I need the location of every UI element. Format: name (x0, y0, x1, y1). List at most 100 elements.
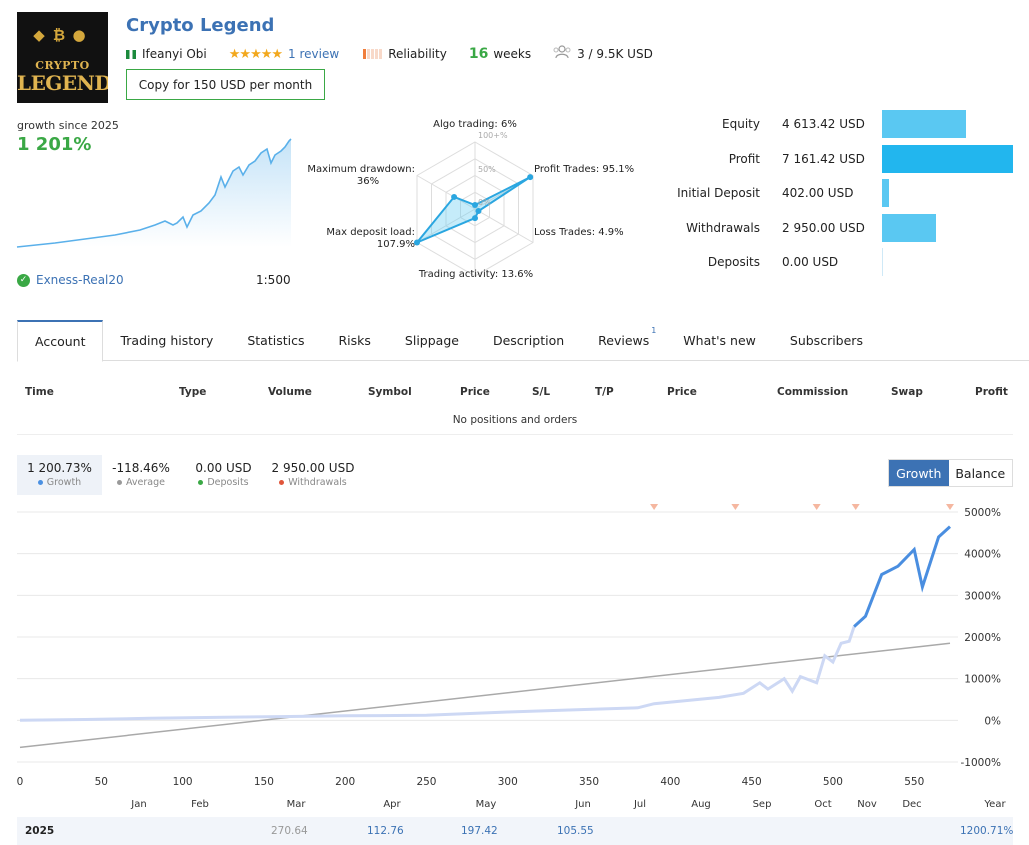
year-value-may: 197.42 (461, 825, 498, 837)
tab-label: Description (492, 333, 565, 348)
month-label: Sep (753, 799, 772, 810)
tab-subscribers[interactable]: Subscribers (773, 320, 880, 361)
bitcoin-icon: ₿ (52, 26, 66, 44)
column-header: T/P (595, 386, 614, 398)
tab-label: Reviews (598, 333, 650, 348)
withdrawal-marker (812, 504, 821, 510)
withdrawal-marker (946, 504, 954, 510)
summary-label: Growth (17, 477, 102, 488)
positions-table-header: Time Type Volume Symbol Price S/L T/P Price Comm… (17, 383, 1013, 403)
copy-subscribe-button[interactable]: Copy for 150 USD per month (126, 69, 325, 100)
x-tick-label: 250 (416, 776, 436, 788)
x-tick-label: 450 (742, 776, 762, 788)
month-label: Jan (130, 799, 146, 810)
month-label: Feb (191, 799, 209, 810)
coin-icon: ● (72, 26, 86, 44)
leverage-value: 1:500 (256, 273, 291, 287)
stat-row-profit: Profit 7 161.42 USD (640, 145, 1020, 175)
reviews-link[interactable]: 1 review (288, 47, 340, 61)
summary-withdrawals[interactable]: 2 950.00 USD Withdrawals (268, 455, 358, 495)
y-tick-label: 4000% (964, 549, 1001, 561)
growth-line-active (853, 525, 952, 628)
summary-growth[interactable]: 1 200.73% Growth (17, 455, 102, 495)
column-header: Price (667, 386, 697, 398)
y-tick-label: -1000% (961, 757, 1002, 769)
signal-title[interactable]: Crypto Legend (126, 15, 275, 36)
tab-label: Slippage (404, 333, 459, 348)
y-tick-label: 5000% (964, 507, 1001, 519)
x-tick-label: 350 (579, 776, 599, 788)
weeks-count: 16 (468, 46, 489, 62)
stat-value: 7 161.42 USD (782, 152, 865, 166)
tab-slippage[interactable]: Slippage (388, 320, 476, 361)
stat-row-equity: Equity 4 613.42 USD (640, 110, 1020, 140)
tab-account[interactable]: Account (17, 320, 104, 362)
summary-label: Average (106, 477, 176, 488)
summary-average[interactable]: -118.46% Average (106, 455, 176, 495)
logo-text-top: CRYPTO (35, 59, 90, 72)
positions-empty-message: No positions and orders (452, 414, 578, 426)
risk-radar-chart: 100+% 50% 0% Algo trading: 6% Profit Tra… (307, 119, 634, 280)
year-value-apr: 112.76 (367, 825, 404, 837)
tab-trading-history[interactable]: Trading history (103, 320, 230, 361)
y-tick-label: 0% (984, 715, 1001, 727)
tab-risks[interactable]: Risks (321, 320, 387, 361)
radar-point (527, 174, 534, 181)
y-tick-label: 1000% (964, 674, 1001, 686)
stat-bar (882, 145, 1013, 173)
column-header: S/L (532, 386, 551, 398)
radar-point (451, 193, 458, 200)
logo-text-bottom: LEGEND (17, 71, 108, 95)
weeks-label: weeks (493, 47, 532, 61)
stat-row-deposits: Deposits 0.00 USD (640, 248, 1020, 278)
column-header: Time (25, 386, 54, 398)
month-label: Jun (574, 799, 591, 810)
year-summary-row: 2025 270.64 112.76 197.42 105.55 1200.71… (17, 817, 1013, 845)
radar-ring-50: 50% (478, 165, 496, 174)
reliability-label: Reliability (388, 47, 447, 61)
chart-mode-toggle: Growth Balance (888, 459, 1013, 487)
stat-bar (882, 248, 883, 276)
rating-stars: ★★★★★ (228, 46, 283, 62)
summary-deposits[interactable]: 0.00 USD Deposits (186, 455, 261, 495)
radar-drawdown-label: Maximum drawdown: (307, 164, 415, 175)
x-tick-label: 400 (660, 776, 680, 788)
month-label: Year (983, 799, 1006, 810)
tab-statistics[interactable]: Statistics (230, 320, 321, 361)
radar-loss-label: Loss Trades: 4.9% (534, 227, 624, 238)
month-label: Jul (633, 799, 646, 810)
subscribers-icon (553, 45, 571, 63)
stat-bar (882, 179, 890, 207)
summary-label-text: Average (125, 477, 165, 488)
column-header: Price (460, 386, 490, 398)
stat-row-initial-deposit: Initial Deposit 402.00 USD (640, 179, 1020, 209)
legend-dot-icon (279, 480, 285, 485)
author-name[interactable]: Ifeanyi Obi (142, 47, 207, 61)
reliability-icon (363, 49, 383, 59)
legend-dot-icon (37, 480, 43, 485)
subscribers-value: 3 / 9.5K USD (577, 47, 653, 61)
broker-account[interactable]: ✓ Exness-Real20 (17, 273, 124, 287)
balance-toggle-button[interactable]: Balance (948, 460, 1012, 486)
radar-point (475, 208, 482, 215)
tab-label: Subscribers (789, 333, 863, 348)
radar-point (413, 239, 420, 246)
radar-axis (416, 208, 476, 243)
tab-badge: 1 (651, 326, 657, 335)
tab-reviews[interactable]: Reviews 1 (581, 320, 666, 361)
summary-label-text: Growth (46, 477, 82, 488)
x-tick-label: 200 (335, 776, 355, 788)
stat-value: 0.00 USD (782, 255, 839, 269)
month-label: Apr (383, 799, 401, 810)
tab-description[interactable]: Description (476, 320, 581, 361)
tab-what-s-new[interactable]: What's new (666, 320, 773, 361)
radar-profit-label: Profit Trades: 95.1% (534, 164, 634, 175)
tab-label: Trading history (120, 333, 214, 348)
stat-label: Equity (722, 117, 760, 131)
stat-row-withdrawals: Withdrawals 2 950.00 USD (640, 214, 1020, 244)
year-total: 1200.71% (960, 825, 1014, 837)
radar-ring-100: 100+% (478, 131, 508, 140)
tab-label: Risks (338, 333, 371, 348)
x-tick-label: 150 (254, 776, 274, 788)
growth-toggle-button[interactable]: Growth (889, 460, 949, 486)
